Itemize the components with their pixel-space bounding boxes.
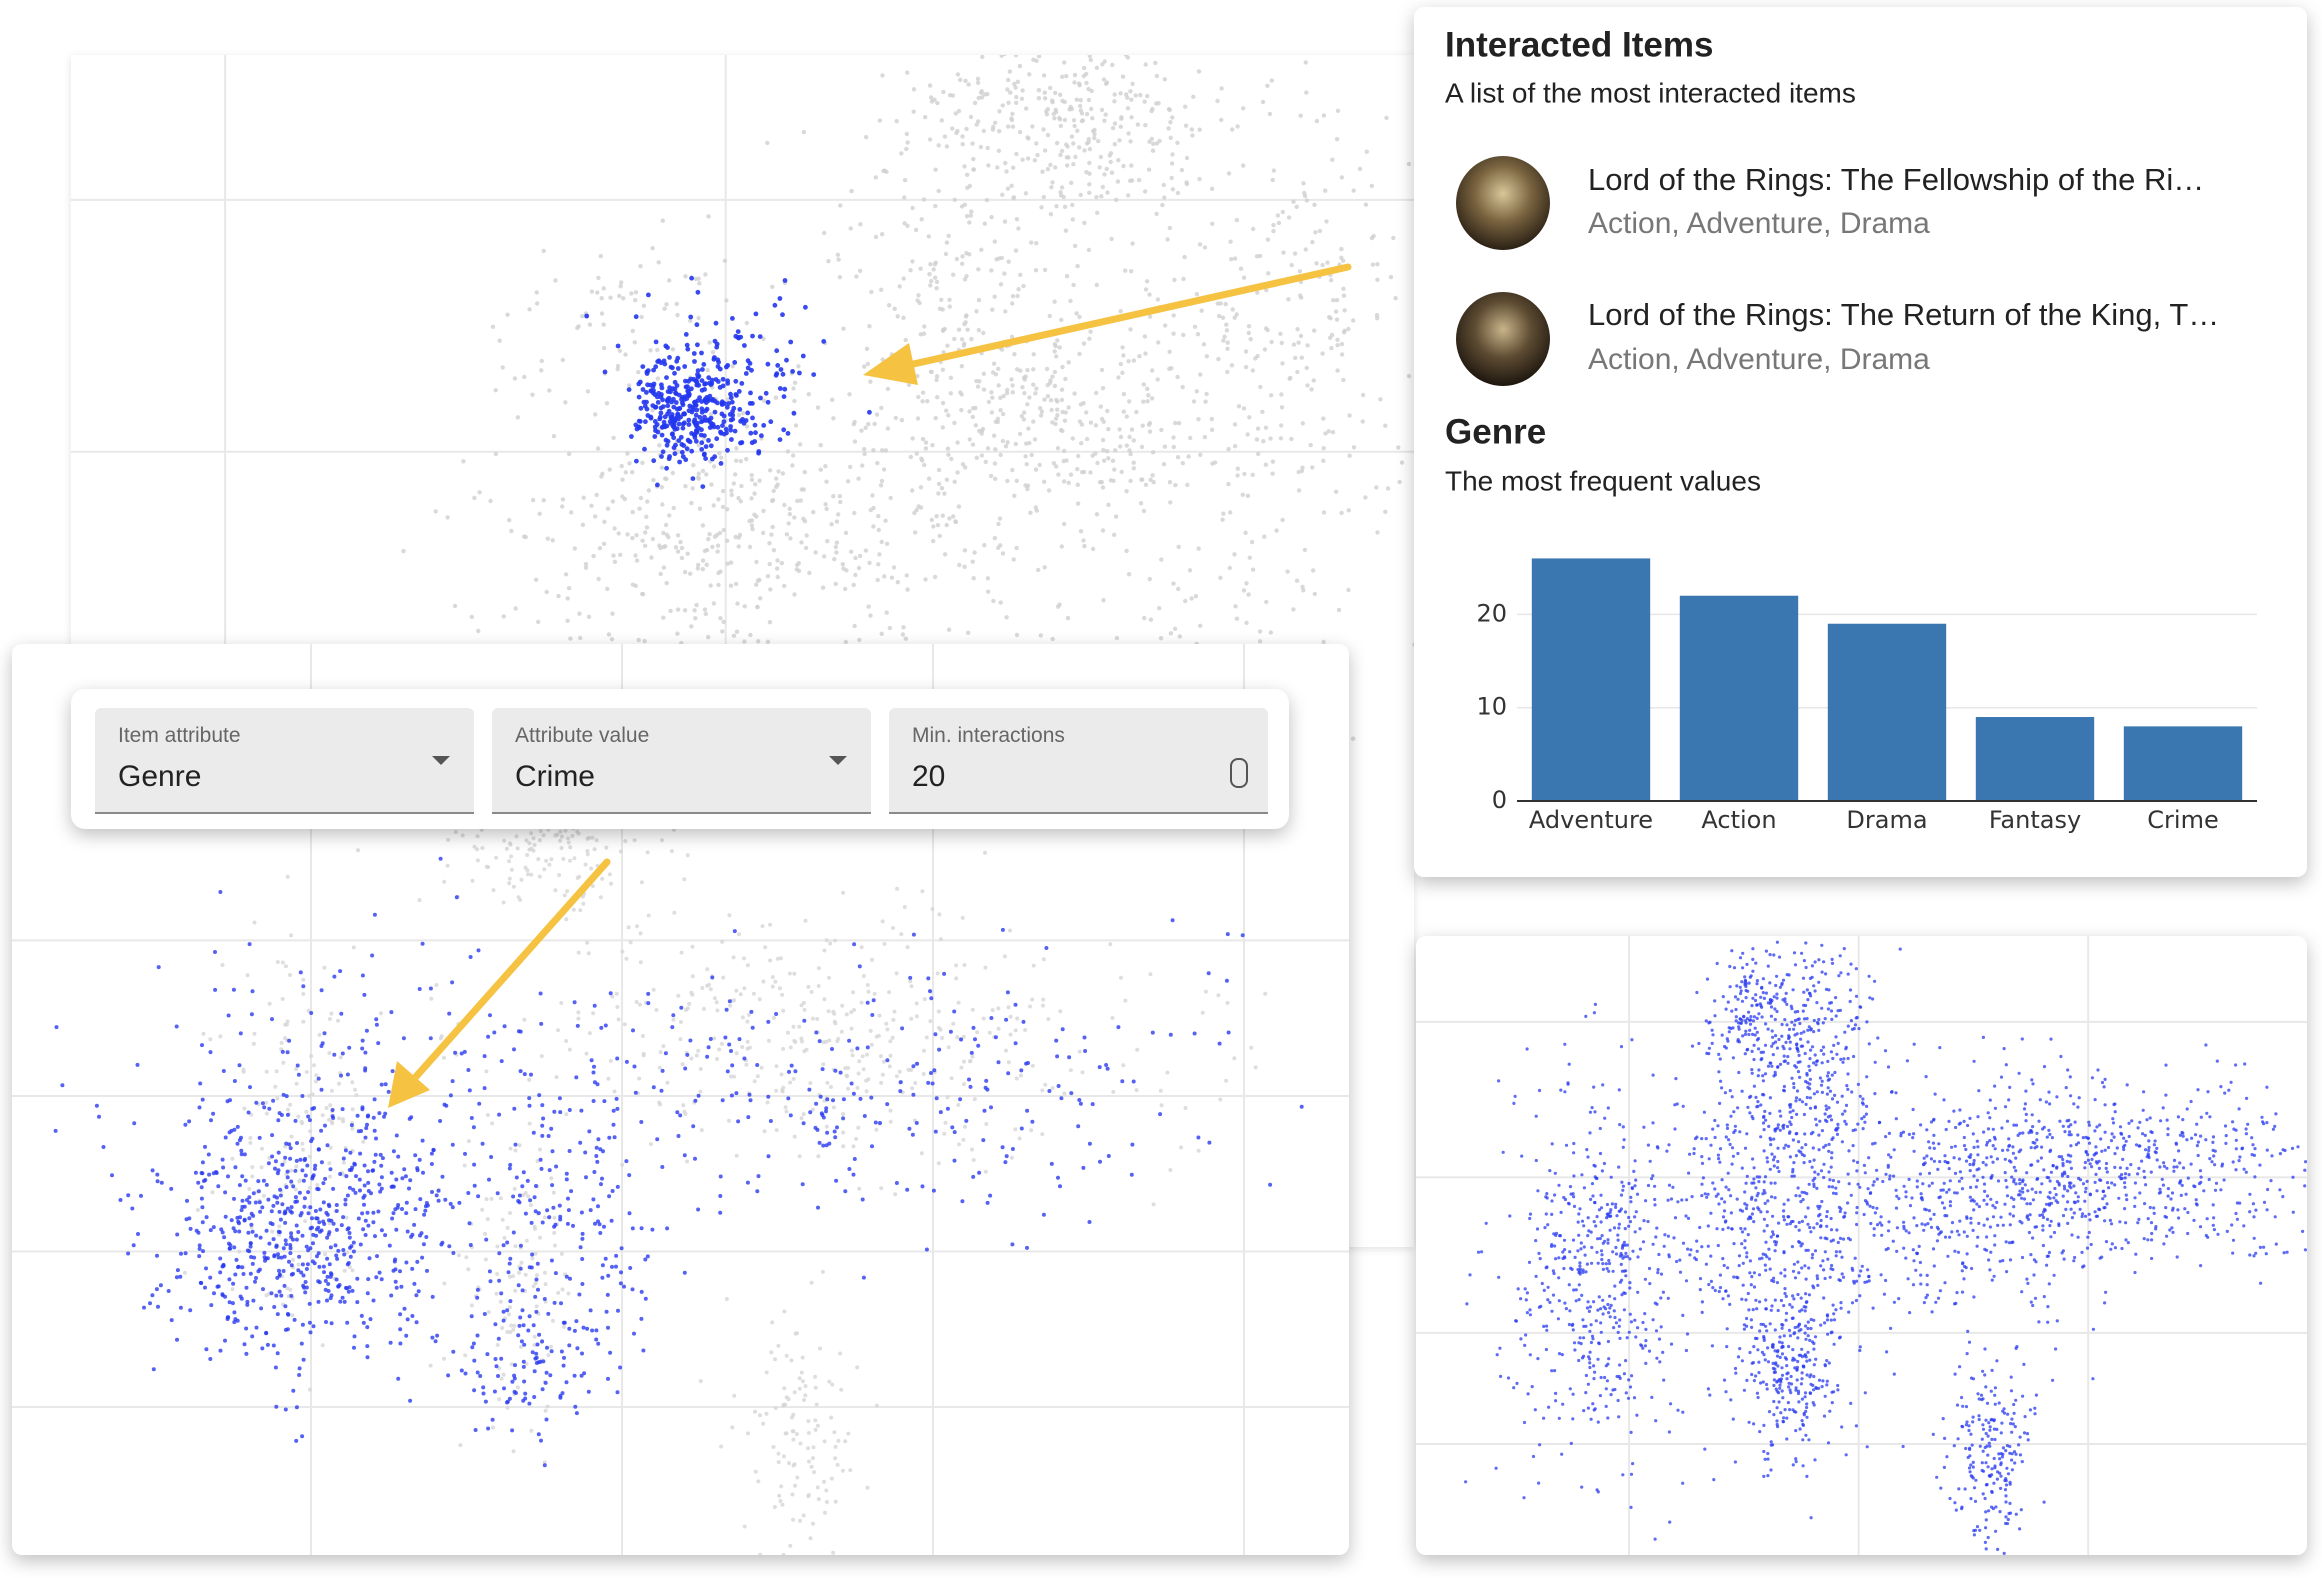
section-subtitle: A list of the most interacted items xyxy=(1445,77,1856,108)
field-label: Attribute value xyxy=(515,724,650,747)
dropdown-icon xyxy=(829,756,847,765)
bar xyxy=(1827,623,1947,801)
dot-cloud xyxy=(53,856,1304,1468)
x-tick-label: Action xyxy=(1701,806,1776,834)
item-genres: Action, Adventure, Drama xyxy=(1588,207,1930,240)
dot-cloud xyxy=(182,714,1268,1555)
value-select[interactable]: Attribute value Crime xyxy=(492,708,871,814)
poster xyxy=(1456,292,1550,386)
poster xyxy=(1456,156,1550,250)
field-value: 20 xyxy=(912,760,946,793)
x-tick-label: Drama xyxy=(1846,806,1927,834)
dot-cloud xyxy=(401,55,1414,829)
item-title[interactable]: Lord of the Rings: The Return of the Kin… xyxy=(1588,297,2219,332)
y-tick-label: 20 xyxy=(1476,599,1507,627)
x-tick-label: Fantasy xyxy=(1989,806,2081,834)
full-embedding-card xyxy=(1416,936,2307,1555)
y-tick-label: 10 xyxy=(1476,693,1507,721)
details: Interacted Items A list of the most inte… xyxy=(1445,25,2257,834)
field-label: Item attribute xyxy=(118,724,241,747)
field-value: Genre xyxy=(118,760,202,793)
field-value: Crime xyxy=(515,760,595,793)
item-title[interactable]: Lord of the Rings: The Fellowship of the… xyxy=(1588,162,2204,197)
x-tick-label: Crime xyxy=(2147,806,2218,834)
bar xyxy=(1975,717,2095,801)
bar xyxy=(1679,595,1799,801)
interactions-input[interactable]: Min. interactions 20 xyxy=(889,708,1268,814)
item-genres: Action, Adventure, Drama xyxy=(1588,343,1930,376)
chart-title: Genre xyxy=(1445,412,1546,451)
section-title: Interacted Items xyxy=(1445,25,1713,64)
y-tick-label: 0 xyxy=(1492,786,1507,814)
bar xyxy=(1531,558,1651,801)
bar xyxy=(2123,726,2243,801)
details-card: Interacted Items A list of the most inte… xyxy=(1414,7,2307,877)
attribute-select[interactable]: Item attribute Genre xyxy=(95,708,474,814)
x-tick-label: Adventure xyxy=(1529,806,1653,834)
scatter-plot xyxy=(1416,936,2307,1555)
dropdown-icon xyxy=(432,756,450,765)
dot-cloud xyxy=(1464,940,2307,1555)
spinner-icon[interactable] xyxy=(1230,758,1248,788)
field-label: Min. interactions xyxy=(912,724,1065,747)
scatter-plot xyxy=(71,55,1414,1247)
filter-bar: Item attribute Genre Attribute value Cri… xyxy=(71,689,1289,829)
chart-subtitle: The most frequent values xyxy=(1445,465,1761,496)
dot-cloud xyxy=(584,275,872,489)
